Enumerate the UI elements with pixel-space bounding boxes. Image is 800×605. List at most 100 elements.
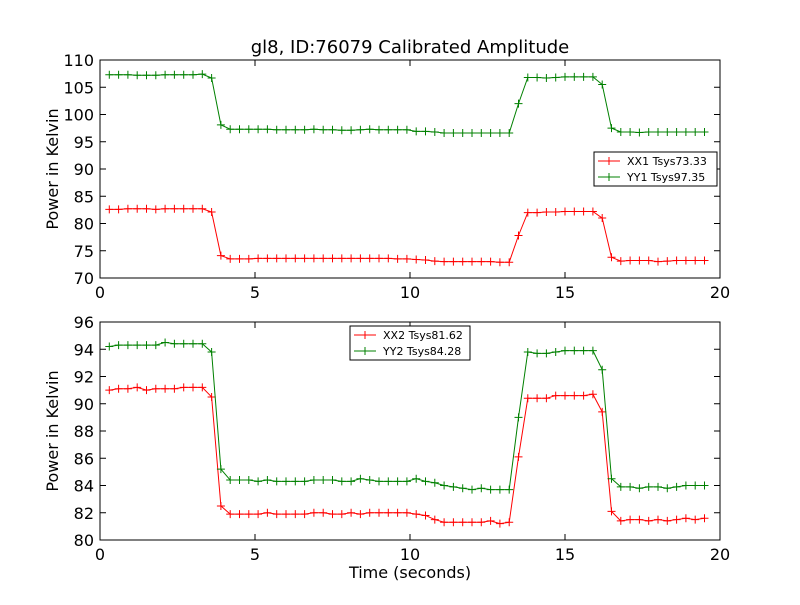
data-point: [207, 208, 216, 217]
data-point: [598, 407, 607, 416]
data-point: [347, 477, 356, 486]
series-2: [105, 338, 709, 494]
data-point: [542, 394, 551, 403]
data-point: [226, 254, 235, 263]
data-point: [216, 465, 225, 474]
data-point: [570, 346, 579, 355]
top-plot: 0 5 10 15 20 70 75 80 85 90 95 100 105 110 Power in Ke…: [43, 51, 730, 302]
x-tick-label: 5: [250, 545, 260, 564]
data-point: [570, 72, 579, 81]
data-point: [179, 70, 188, 79]
data-point: [114, 341, 123, 350]
data-point: [402, 508, 411, 517]
legend-box: [593, 151, 718, 187]
data-point: [449, 257, 458, 266]
data-point: [179, 339, 188, 348]
data-point: [430, 257, 439, 266]
data-point: [356, 510, 365, 519]
data-point: [654, 257, 662, 266]
data-point: [691, 481, 700, 490]
data-point: [579, 207, 588, 216]
data-point: [514, 452, 523, 461]
data-point: [179, 383, 188, 392]
data-point: [133, 383, 142, 392]
y-tick-label: 100: [63, 106, 94, 125]
y-tick-label: 85: [74, 187, 94, 206]
data-point: [309, 125, 318, 134]
data-point: [198, 383, 207, 392]
legend: XX1 Tsys73.33 YY1 Tsys97.35: [593, 151, 718, 187]
data-point: [337, 254, 346, 263]
data-point: [198, 70, 207, 79]
data-point: [161, 384, 170, 393]
plot-frame: [99, 59, 721, 279]
data-point: [384, 125, 393, 134]
data-point: [654, 482, 662, 491]
data-point: [505, 518, 514, 527]
data-point: [170, 339, 179, 348]
data-point: [486, 516, 495, 525]
data-point: [402, 477, 411, 486]
data-point: [263, 125, 272, 134]
y-tick-label: 75: [74, 242, 94, 261]
data-point: [328, 476, 337, 485]
data-point: [272, 254, 281, 263]
y-tick-label: 86: [74, 449, 94, 468]
legend-label: YY2 Tsys84.28: [382, 345, 461, 358]
data-point: [588, 207, 597, 216]
data-point: [412, 474, 421, 483]
data-point: [468, 518, 476, 527]
x-tick-label: 20: [710, 283, 730, 302]
data-point: [644, 482, 653, 491]
data-point: [505, 485, 514, 494]
data-point: [486, 485, 495, 494]
data-point: [458, 484, 467, 493]
data-point: [114, 70, 123, 79]
data-point: [402, 254, 411, 263]
plot-frame: [99, 321, 721, 541]
data-point: [542, 73, 551, 82]
data-point: [523, 347, 532, 356]
data-point: [616, 516, 625, 525]
data-point: [700, 514, 709, 523]
data-point: [691, 127, 700, 136]
data-point: [142, 204, 151, 213]
bottom-plot: 0 5 10 15 20 80 82 84 86 88 90 92 94 96 Power in Kelvi…: [43, 313, 730, 564]
data-point: [309, 476, 318, 485]
data-point: [291, 125, 300, 134]
data-point: [626, 482, 635, 491]
data-point: [356, 254, 365, 263]
data-point: [486, 257, 495, 266]
data-point: [189, 339, 197, 348]
data-point: [523, 394, 532, 403]
data-point: [616, 127, 625, 136]
data-point: [514, 99, 523, 108]
data-point: [161, 338, 170, 347]
data-point: [533, 349, 542, 358]
data-point: [151, 341, 160, 350]
data-point: [654, 127, 662, 136]
x-tick-label: 15: [555, 545, 575, 564]
data-point: [468, 129, 476, 138]
x-tick-label: 15: [555, 283, 575, 302]
data-point: [700, 127, 709, 136]
data-point: [440, 129, 449, 138]
data-point: [654, 515, 662, 524]
x-tick-label: 10: [400, 545, 420, 564]
data-point: [189, 70, 197, 79]
data-point: [375, 508, 383, 517]
data-point: [672, 515, 681, 524]
data-point: [309, 508, 318, 517]
data-point: [356, 125, 365, 134]
data-point: [375, 125, 383, 134]
data-point: [216, 251, 225, 260]
data-point: [412, 255, 421, 264]
data-point: [421, 256, 430, 265]
data-point: [644, 516, 653, 525]
y-axis-label: Power in Kelvin: [43, 370, 62, 491]
data-point: [570, 391, 579, 400]
data-point: [244, 254, 253, 263]
data-point: [430, 515, 439, 524]
y-tick-label: 95: [74, 133, 94, 152]
data-point: [514, 231, 523, 240]
